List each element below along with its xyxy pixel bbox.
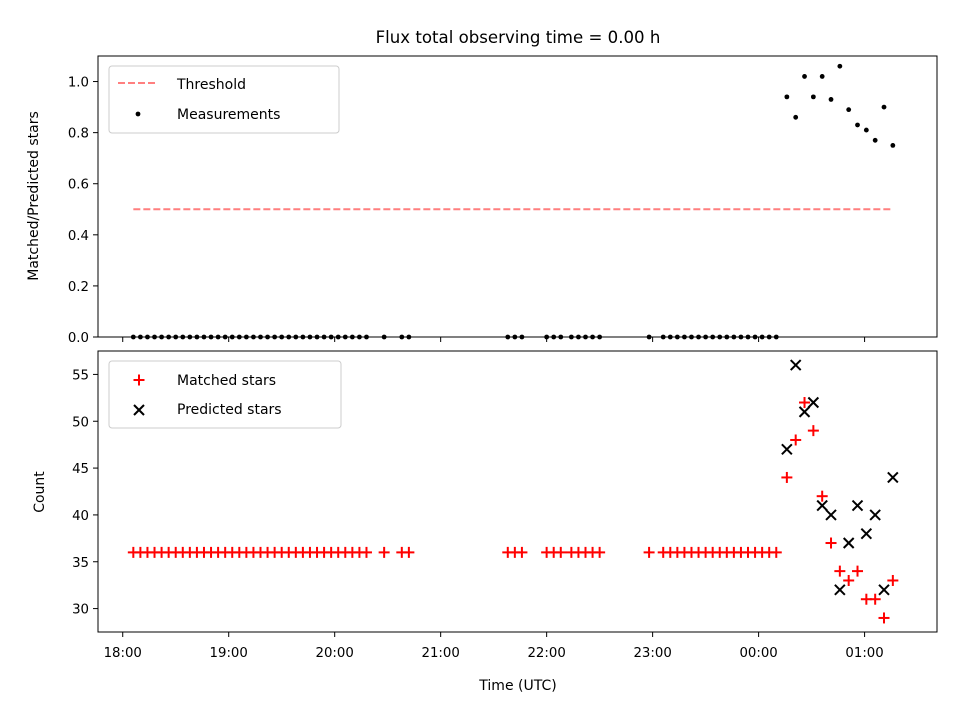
matched-star-point <box>869 593 881 605</box>
bottom-y-ticks: 30 35 40 45 50 55 <box>72 368 98 618</box>
predicted-legend-label: Predicted stars <box>177 402 282 418</box>
matched-star-point <box>360 546 372 558</box>
predicted-star-point <box>887 471 899 484</box>
x-axis-label: Time (UTC) <box>478 678 556 694</box>
measurement-point <box>828 97 834 102</box>
bottom-y-tick-label: 30 <box>72 603 89 618</box>
matched-star-point <box>770 546 782 558</box>
measurement-point <box>784 94 790 100</box>
x-tick-label: 21:00 <box>422 646 460 661</box>
top-y-tick-label: 0.2 <box>68 280 89 295</box>
bottom-y-tick-label: 50 <box>72 415 89 430</box>
chart-title: Flux total observing time = 0.00 h <box>376 28 661 47</box>
matched-star-point <box>403 546 415 558</box>
top-legend: Threshold Measurements <box>108 65 340 134</box>
predicted-star-point <box>816 499 828 512</box>
top-legend-box <box>108 65 340 134</box>
bottom-x-ticks: 18:00 19:00 20:00 21:00 22:00 23:00 00:00 01:00 <box>104 632 884 661</box>
top-y-tick-label: 0.8 <box>68 127 89 142</box>
matched-star-point <box>799 397 811 409</box>
matched-star-point <box>555 546 567 558</box>
top-y-ticks: 0.0 0.2 0.4 0.6 0.8 1.0 <box>68 76 98 346</box>
top-y-tick-label: 0.0 <box>68 331 89 346</box>
measurement-point <box>819 74 825 79</box>
measurement-point <box>890 143 896 148</box>
predicted-legend-marker <box>133 404 145 416</box>
x-tick-label: 23:00 <box>633 646 671 661</box>
matched-star-point <box>843 574 855 586</box>
predicted-star-point <box>807 396 820 409</box>
x-tick-label: 01:00 <box>845 646 883 661</box>
measurement-point <box>793 114 799 120</box>
matched-star-point <box>594 546 606 558</box>
top-y-tick-label: 0.6 <box>68 178 89 193</box>
matched-star-point <box>781 471 793 483</box>
bottom-plot-area <box>127 359 899 624</box>
predicted-star-point <box>860 527 873 540</box>
top-x-ticks <box>122 337 866 342</box>
top-panel: 0.0 0.2 0.4 0.6 0.8 1.0 Matched/Predicted sta… <box>26 55 938 346</box>
matched-star-point <box>825 537 837 549</box>
predicted-star-point <box>878 584 890 596</box>
bottom-y-tick-label: 35 <box>72 556 89 571</box>
measurement-point <box>810 94 816 100</box>
measurement-point <box>846 107 852 113</box>
bottom-y-axis-label: Count <box>32 471 48 513</box>
predicted-star-point <box>851 499 864 512</box>
matched-star-point <box>852 565 864 577</box>
predicted-star-point <box>798 406 811 418</box>
predicted-star-point <box>834 584 846 596</box>
predicted-star-point <box>781 443 793 456</box>
predicted-legend-swatch <box>133 404 145 416</box>
bottom-y-tick-label: 40 <box>72 509 89 524</box>
measurement-point <box>837 63 843 69</box>
measurement-point <box>872 137 878 143</box>
matched-star-point <box>887 574 899 586</box>
matched-legend-marker <box>133 374 145 386</box>
matched-star-point <box>816 490 828 502</box>
x-tick-label: 20:00 <box>316 646 354 661</box>
bottom-y-tick-label: 45 <box>72 462 89 477</box>
measurement-point <box>881 104 887 110</box>
top-axes-frame <box>97 55 938 338</box>
matched-star-point <box>643 546 655 558</box>
top-y-axis-label: Matched/Predicted stars <box>26 111 42 281</box>
threshold-legend-label: Threshold <box>176 77 246 93</box>
matched-star-point <box>790 434 802 446</box>
measurement-point <box>802 74 807 79</box>
x-tick-label: 18:00 <box>104 646 142 661</box>
bottom-legend-box <box>108 360 342 429</box>
top-y-tick-label: 1.0 <box>68 76 89 91</box>
matched-star-point <box>807 425 819 437</box>
matched-legend-label: Matched stars <box>177 373 276 389</box>
measurement-point <box>863 127 869 133</box>
matched-star-point <box>378 546 390 558</box>
bottom-legend: Matched stars Predicted stars <box>108 360 342 429</box>
predicted-star-point <box>789 359 802 371</box>
predicted-star-point <box>842 537 855 549</box>
measurements-legend-label: Measurements <box>177 107 280 123</box>
predicted-star-point <box>869 509 881 521</box>
bottom-y-tick-label: 55 <box>72 368 89 383</box>
matched-star-point <box>834 565 846 577</box>
bottom-panel: 30 35 40 45 50 55 18:00 19:00 20:00 21:00 22:00 23… <box>32 350 938 694</box>
bottom-axes-frame <box>97 350 938 633</box>
x-tick-label: 22:00 <box>527 646 565 661</box>
x-tick-label: 19:00 <box>210 646 248 661</box>
predicted-star-point <box>825 509 837 521</box>
top-y-tick-label: 0.4 <box>68 229 89 244</box>
x-tick-label: 00:00 <box>739 646 777 661</box>
matched-star-point <box>878 612 890 624</box>
matched-legend-swatch <box>133 374 145 386</box>
matched-star-point <box>516 546 528 558</box>
measurement-point <box>855 122 860 128</box>
measurements-legend-swatch <box>135 111 141 117</box>
